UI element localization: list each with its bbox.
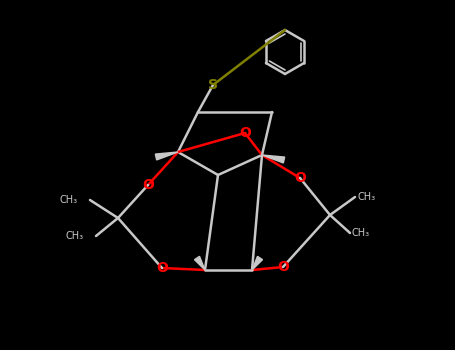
Text: O: O xyxy=(294,171,306,185)
Text: O: O xyxy=(239,126,251,140)
Polygon shape xyxy=(194,256,205,270)
Text: O: O xyxy=(277,260,289,274)
Text: CH₃: CH₃ xyxy=(357,192,375,202)
Text: CH₃: CH₃ xyxy=(352,228,370,238)
Text: CH₃: CH₃ xyxy=(60,195,78,205)
Polygon shape xyxy=(155,152,178,160)
Text: O: O xyxy=(156,261,168,275)
Text: O: O xyxy=(142,178,154,192)
Polygon shape xyxy=(262,155,285,163)
Text: CH₃: CH₃ xyxy=(66,231,84,241)
Polygon shape xyxy=(252,256,263,270)
Text: S: S xyxy=(208,78,218,92)
